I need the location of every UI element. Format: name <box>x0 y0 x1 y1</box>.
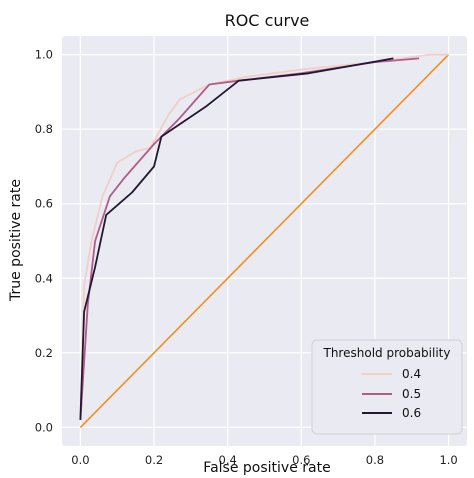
x-axis-label: False positive rate <box>203 460 330 476</box>
y-tick-label: 0.8 <box>35 122 53 136</box>
legend-entry-1: 0.5 <box>402 387 421 401</box>
legend: Threshold probability 0.4 0.5 0.6 <box>311 339 463 435</box>
y-tick-label: 1.0 <box>35 48 53 62</box>
legend-title: Threshold probability <box>323 346 451 360</box>
legend-box <box>311 339 463 435</box>
y-axis-label: True positive rate <box>8 179 24 302</box>
legend-entry-0: 0.4 <box>402 367 421 381</box>
roc-series-line-2 <box>79 57 394 420</box>
y-tick-label: 0.4 <box>35 271 53 285</box>
y-tick-label: 0.6 <box>35 197 53 211</box>
x-tick-label: 0.6 <box>292 453 310 467</box>
roc-series-line-1 <box>79 57 420 420</box>
x-tick-label: 0.2 <box>145 453 163 467</box>
chart-title: ROC curve <box>225 11 310 30</box>
x-tick-label: 0.8 <box>366 453 384 467</box>
legend-entry-2: 0.6 <box>402 406 421 420</box>
x-tick-label: 1.0 <box>439 453 457 467</box>
diagonal-reference-line <box>79 54 450 428</box>
gridlines <box>62 36 467 446</box>
y-tick-label: 0.0 <box>35 420 53 434</box>
roc-series-line-0 <box>79 53 449 417</box>
y-tick-label: 0.2 <box>35 346 53 360</box>
tick-labels: 0.0 0.2 0.4 0.6 0.8 1.0 0.0 0.2 0.4 0.6 0.8 1.0 <box>35 48 458 467</box>
x-tick-label: 0.4 <box>219 453 237 467</box>
series-layer <box>79 53 450 428</box>
x-tick-label: 0.0 <box>71 453 89 467</box>
